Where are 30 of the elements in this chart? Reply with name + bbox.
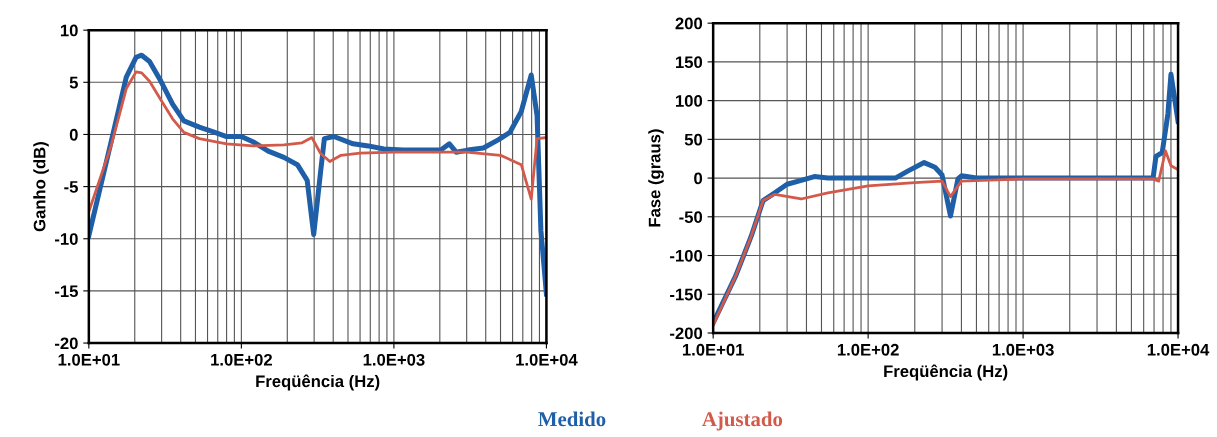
y-tick-label: -15: [54, 285, 78, 298]
x-tick-label: 1.0E+01: [682, 343, 744, 356]
y-axis-title: Ganho (dB): [33, 142, 49, 232]
y-tick-label: 50: [684, 133, 703, 146]
y-axis-title: Fase (graus): [648, 129, 664, 227]
y-tick-label: -100: [670, 249, 703, 262]
x-tick-label: 1.0E+03: [363, 353, 425, 366]
y-tick-label: -20: [54, 337, 78, 350]
x-tick-label: 1.0E+02: [211, 353, 272, 366]
x-tick-label: 1.0E+01: [58, 353, 120, 366]
x-tick-label: 1.0E+04: [516, 353, 578, 366]
y-tick-label: 150: [675, 56, 703, 69]
y-tick-label: 200: [675, 17, 703, 30]
y-tick-label: 0: [694, 172, 703, 185]
x-tick-label: 1.0E+04: [1147, 343, 1210, 356]
y-tick-label: -200: [670, 327, 703, 340]
text: Ajustado: [702, 411, 783, 431]
x-tick-label: 1.0E+02: [837, 343, 899, 356]
y-tick-label: -50: [679, 211, 703, 224]
y-tick-label: 100: [675, 95, 703, 107]
y-tick-label: -5: [64, 181, 78, 193]
x-tick-label: 1.0E+03: [992, 343, 1054, 356]
x-axis-title: Freqüência (Hz): [256, 374, 380, 391]
y-tick-label: -10: [54, 233, 78, 245]
y-tick-label: 5: [69, 76, 78, 89]
y-tick-label: 0: [69, 128, 78, 141]
text: Medido: [538, 411, 606, 427]
x-axis-title: Freqüência (Hz): [884, 364, 1008, 381]
y-tick-label: -150: [670, 288, 703, 301]
y-tick-label: 10: [60, 24, 78, 37]
